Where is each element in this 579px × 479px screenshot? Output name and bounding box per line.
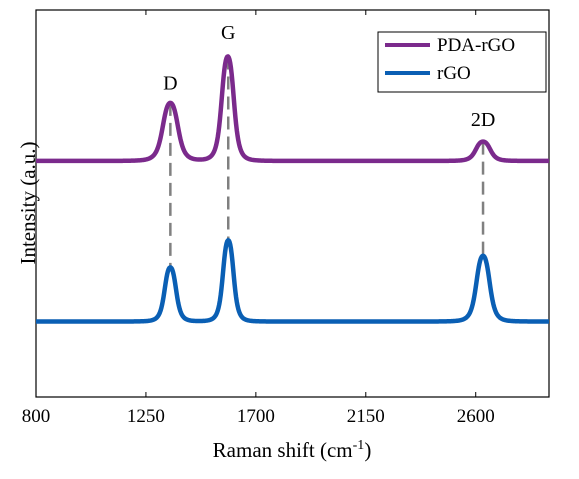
x-axis-label-end: ) [364, 438, 371, 462]
x-tick-label: 800 [22, 406, 51, 427]
legend-label-rgo: rGO [437, 63, 471, 84]
peak-labels: D G 2D [163, 22, 495, 131]
x-tick-label: 1700 [237, 406, 275, 427]
x-axis-label-main: Raman shift (cm [213, 438, 353, 462]
x-tick-label: 1250 [127, 406, 165, 427]
series-line-rgo [34, 238, 551, 324]
y-axis-label: Intensity (a.u.) [16, 141, 40, 264]
legend-box [377, 31, 547, 93]
guide-lines [169, 56, 485, 268]
x-axis-label-superscript: -1 [353, 438, 365, 453]
series-lines [34, 54, 551, 324]
x-tick-label: 2150 [347, 406, 385, 427]
x-tick-label: 2600 [457, 406, 495, 427]
peak-label: G [221, 22, 235, 44]
legend-label-pda-rgo: PDA-rGO [437, 35, 515, 56]
legend: PDA-rGO rGO [377, 31, 547, 93]
x-axis-label: Raman shift (cm-1) [213, 438, 372, 462]
peak-label: D [163, 72, 177, 94]
series-line-pda-rgo [34, 54, 551, 164]
peak-label: 2D [471, 109, 495, 131]
x-ticks: 800 1250 1700 2150 2600 [22, 10, 495, 427]
